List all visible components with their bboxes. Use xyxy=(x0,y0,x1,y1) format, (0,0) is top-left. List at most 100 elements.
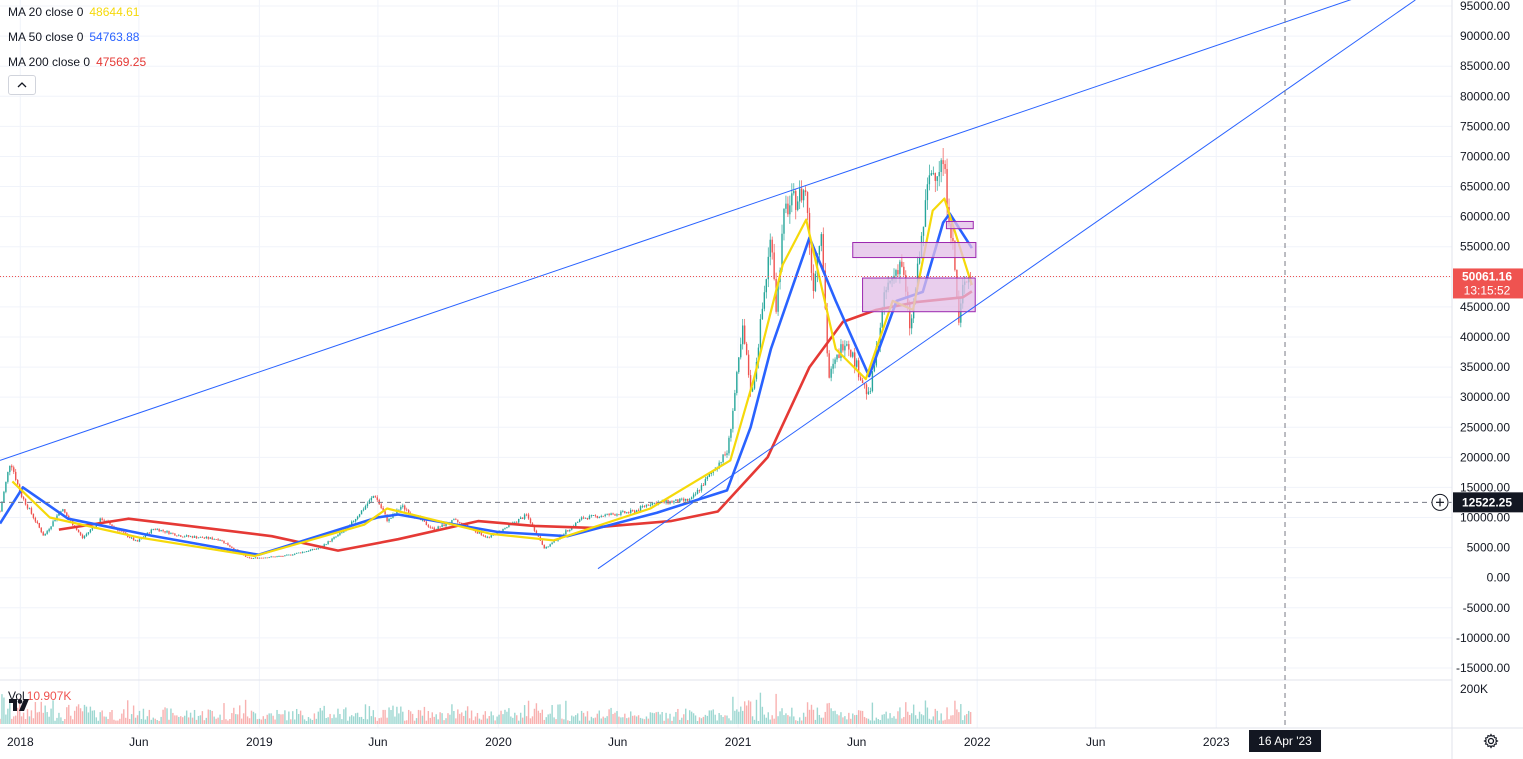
volume-bar xyxy=(791,707,793,724)
candle-body xyxy=(11,465,13,468)
candle-body xyxy=(578,519,581,522)
candle-body xyxy=(317,548,320,550)
plus-circle-icon[interactable] xyxy=(1431,493,1449,511)
volume-bar xyxy=(940,713,942,724)
candle-body xyxy=(736,372,738,393)
y-tick-label: 65000.00 xyxy=(1460,180,1510,194)
volume-bar xyxy=(967,710,970,724)
volume-bar xyxy=(728,718,730,724)
legend-ma20-value: 48644.61 xyxy=(89,5,140,19)
volume-bar xyxy=(901,718,903,724)
volume-bar xyxy=(166,708,168,724)
volume-bar xyxy=(125,717,127,724)
candle-body xyxy=(406,509,408,511)
indicator-legend: MA 20 close 0 48644.61 MA 50 close 0 54763… xyxy=(8,0,146,75)
volume-bar xyxy=(187,717,190,724)
candle-body xyxy=(5,481,7,492)
candle-body xyxy=(594,515,597,516)
candle-body xyxy=(832,363,834,369)
rectangle-zones[interactable] xyxy=(852,220,977,313)
candle-body xyxy=(254,557,257,559)
candle-body xyxy=(66,512,68,516)
x-tick-label: Jun xyxy=(847,735,866,749)
volume-bar xyxy=(653,713,655,724)
volume-bar xyxy=(742,710,744,724)
volume-bar xyxy=(109,712,111,724)
candle-body xyxy=(567,530,569,532)
candle-body xyxy=(461,522,463,524)
volume-bar xyxy=(952,715,954,724)
volume-bar xyxy=(842,717,844,724)
volume-bar xyxy=(386,717,388,724)
volume-bar xyxy=(508,708,510,724)
candle-body xyxy=(132,537,135,541)
volume-bar xyxy=(9,703,11,724)
volume-bar xyxy=(162,709,164,724)
candle-body xyxy=(154,528,156,530)
candle-body xyxy=(922,226,925,236)
legend-collapse-button[interactable] xyxy=(8,75,36,95)
tradingview-logo-icon[interactable] xyxy=(8,697,30,717)
volume-bar xyxy=(910,713,913,724)
candle-body xyxy=(855,360,858,367)
volume-bar xyxy=(404,720,406,724)
volume-bar xyxy=(421,715,424,724)
candle-body xyxy=(588,515,591,520)
candle-body xyxy=(732,410,734,429)
volume-bar xyxy=(698,717,701,724)
candle-body xyxy=(767,256,769,280)
grid-lines xyxy=(0,0,1452,728)
candle-body xyxy=(575,522,577,527)
volume-bar xyxy=(932,716,935,724)
candle-body xyxy=(783,208,785,234)
volume-bar xyxy=(677,708,679,724)
y-tick-label: 70000.00 xyxy=(1460,149,1510,163)
candle-body xyxy=(152,528,154,530)
volume-bar xyxy=(516,715,518,724)
candle-body xyxy=(288,554,290,556)
candle-body xyxy=(950,223,952,239)
volume-bar xyxy=(578,720,581,724)
volume-bar xyxy=(40,701,42,724)
volume-bar xyxy=(435,714,437,724)
volume-bar xyxy=(950,715,952,724)
candle-body xyxy=(335,536,337,538)
volume-bar xyxy=(455,718,457,724)
candle-body xyxy=(576,521,579,523)
volume-bar xyxy=(303,719,306,724)
legend-ma200[interactable]: MA 200 close 0 47569.25 xyxy=(8,50,146,75)
gear-icon[interactable] xyxy=(1481,731,1501,751)
legend-ma20[interactable]: MA 20 close 0 48644.61 xyxy=(8,0,146,25)
volume-bar xyxy=(441,713,443,724)
candle-body xyxy=(631,510,634,511)
candle-body xyxy=(398,509,400,511)
volume-bar xyxy=(622,717,624,724)
volume-bar xyxy=(136,715,139,724)
volume-bar xyxy=(820,717,823,724)
volume-bar xyxy=(276,709,278,724)
candle-body xyxy=(791,193,793,206)
candle-body xyxy=(217,539,219,541)
candle-body xyxy=(180,535,182,537)
volume-bar xyxy=(264,718,266,724)
volume-bar xyxy=(873,720,876,724)
volume-bar xyxy=(358,717,361,724)
volume-bar xyxy=(113,719,115,724)
trendlines[interactable] xyxy=(0,0,1416,570)
volume-bar xyxy=(176,715,178,724)
volume-bar xyxy=(824,711,826,724)
volume-bar xyxy=(930,719,933,724)
volume-bar xyxy=(547,714,549,724)
candle-body xyxy=(679,498,681,503)
volume-bar xyxy=(362,718,365,724)
volume-bar xyxy=(158,720,160,724)
volume-bar xyxy=(551,705,553,724)
volume-bar xyxy=(759,692,762,724)
volume-bar xyxy=(93,710,96,724)
volume-bar xyxy=(775,693,777,724)
legend-ma50[interactable]: MA 50 close 0 54763.88 xyxy=(8,25,146,50)
candle-body xyxy=(698,489,701,491)
volume-bar xyxy=(535,703,538,724)
candle-body xyxy=(290,554,292,556)
